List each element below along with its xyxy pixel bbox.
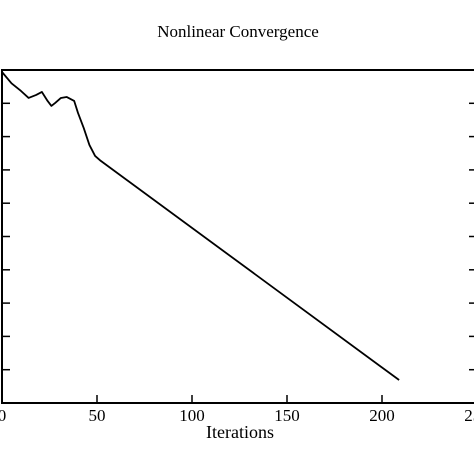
data-line [1, 71, 400, 381]
x-tick-label: 100 [179, 406, 205, 425]
x-tick-label: 0 [0, 406, 6, 425]
x-axis-label: Iterations [206, 422, 274, 442]
x-tick-label: 150 [274, 406, 300, 425]
plot-frame [1, 69, 474, 404]
x-tick-label: 250 [464, 406, 474, 425]
x-tick-label: 50 [89, 406, 106, 425]
chart-title: Nonlinear Convergence [157, 22, 319, 41]
x-tick-label: 200 [369, 406, 395, 425]
